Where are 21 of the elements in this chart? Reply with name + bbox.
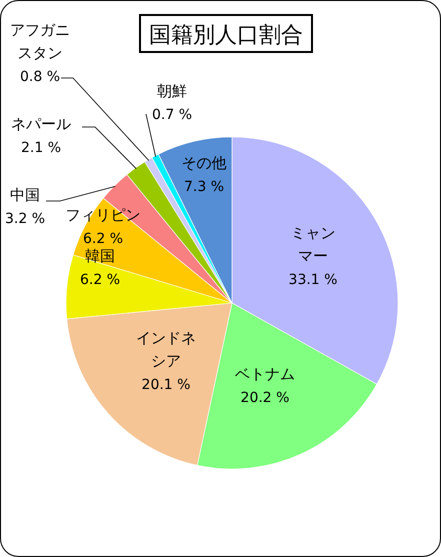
chart-title: 国籍別人口割合 — [149, 23, 303, 48]
data-label: 20.1 % — [142, 377, 190, 393]
slice-label: フィリピン — [66, 206, 140, 224]
data-label: 7.3 % — [184, 179, 224, 195]
slice-label: ネパール — [11, 115, 71, 133]
slice-label: ミャンマー — [290, 224, 336, 265]
slice-label: 朝鮮 — [157, 82, 187, 100]
data-label: 20.2 % — [240, 390, 290, 406]
data-label: 2.1 % — [20, 140, 62, 156]
data-label: 0.8 % — [20, 69, 60, 85]
data-label: 3.2 % — [4, 211, 46, 227]
slice-label: 中国 — [10, 186, 40, 204]
slice-label: ベトナム — [235, 365, 295, 383]
data-label: 0.7 % — [152, 107, 192, 123]
data-label: 33.1 % — [288, 272, 338, 288]
slice-label: インドネシア — [136, 329, 196, 370]
slice-label: 韓国 — [85, 247, 115, 265]
slice-label: その他 — [182, 154, 226, 172]
data-label: 6.2 % — [80, 272, 120, 288]
slice-label: アフガニスタン — [10, 21, 70, 62]
data-label: 6.2 % — [82, 231, 124, 247]
